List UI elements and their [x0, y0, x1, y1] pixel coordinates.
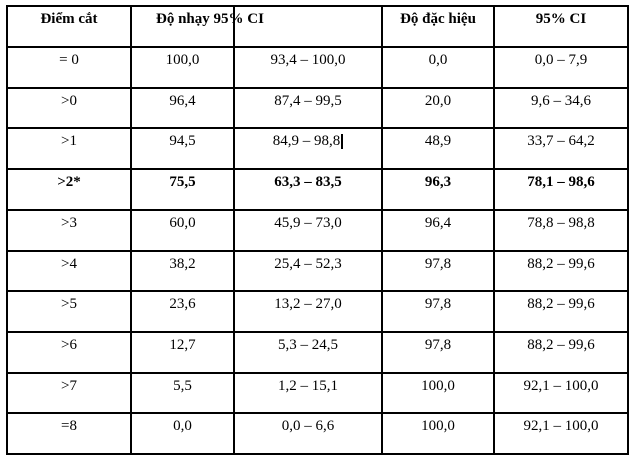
header-cell-ci[interactable]: 95% CI	[535, 11, 587, 27]
cell-specificity[interactable]: 48,9	[383, 129, 495, 169]
cell-sensitivity-ci[interactable]: 87,4 – 99,5	[235, 88, 383, 128]
cell-cutoff[interactable]: >0	[8, 88, 132, 128]
cell-sensitivity-ci[interactable]: 0,0 – 6,6	[235, 414, 383, 454]
sensitivity-ci-text: 1,2 – 15,1	[278, 377, 338, 394]
table-row: = 0 100,0 93,4 – 100,0 0,0 0,0 – 7,9	[8, 48, 627, 89]
cell-specificity-ci[interactable]: 78,8 – 98,8	[527, 214, 595, 231]
table-header-row: Điểm cắt Độ nhạy 95% CI Độ đặc hiệu 95% …	[8, 7, 627, 48]
sensitivity-ci-text: 45,9 – 73,0	[274, 214, 342, 231]
cell-cutoff[interactable]: >5	[8, 292, 132, 331]
cell-sensitivity-ci[interactable]: 13,2 – 27,0	[235, 292, 383, 331]
header-cell-empty[interactable]	[235, 7, 383, 46]
cell-specificity[interactable]: 97,8	[383, 292, 495, 331]
header-sensitivity-ci-label: Độ nhạy 95% CI	[156, 11, 264, 27]
cell-specificity-ci[interactable]: 78,1 – 98,6	[527, 174, 595, 191]
cell-specificity-ci[interactable]: 9,6 – 34,6	[531, 92, 591, 109]
cell-specificity-ci[interactable]: 88,2 – 99,6	[527, 336, 595, 353]
cell-sensitivity[interactable]: 75,5	[132, 170, 235, 209]
cell-sensitivity-ci[interactable]: 25,4 – 52,3	[235, 251, 383, 291]
cell-specificity[interactable]: 0,0	[383, 48, 495, 87]
diagnostic-cutoff-table: Điểm cắt Độ nhạy 95% CI Độ đặc hiệu 95% …	[6, 5, 629, 455]
cell-sensitivity-ci[interactable]: 84,9 – 98,8	[235, 129, 383, 169]
cell-specificity[interactable]: 97,8	[383, 332, 495, 372]
cell-sensitivity[interactable]: 12,7	[132, 332, 235, 372]
cell-sensitivity[interactable]: 100,0	[132, 48, 235, 87]
cell-specificity[interactable]: 100,0	[383, 373, 495, 413]
table-row: >6 12,7 5,3 – 24,5 97,8 88,2 – 99,6	[8, 332, 627, 374]
header-cell-cutoff[interactable]: Điểm cắt	[8, 7, 132, 46]
cell-specificity[interactable]: 97,8	[383, 251, 495, 291]
table-row: >4 38,2 25,4 – 52,3 97,8 88,2 – 99,6	[8, 251, 627, 293]
table-row: >0 96,4 87,4 – 99,5 20,0 9,6 – 34,6	[8, 88, 627, 130]
table-body: = 0 100,0 93,4 – 100,0 0,0 0,0 – 7,9 >0 …	[8, 48, 627, 454]
cell-specificity[interactable]: 96,3	[383, 170, 495, 209]
text-cursor	[341, 134, 344, 150]
cell-specificity[interactable]: 20,0	[383, 88, 495, 128]
header-cell-sensitivity-ci[interactable]: Độ nhạy 95% CI	[132, 7, 264, 46]
cell-specificity-ci[interactable]: 88,2 – 99,6	[527, 255, 595, 272]
cell-specificity[interactable]: 96,4	[383, 210, 495, 250]
cell-specificity[interactable]: 100,0	[383, 414, 495, 454]
table-row: >5 23,6 13,2 – 27,0 97,8 88,2 – 99,6	[8, 292, 627, 333]
cell-cutoff[interactable]: >1	[8, 129, 132, 169]
cell-sensitivity[interactable]: 23,6	[132, 292, 235, 331]
cell-sensitivity[interactable]: 0,0	[132, 414, 235, 454]
table-row: >1 94,5 84,9 – 98,8 48,9 33,7 – 64,2	[8, 129, 627, 171]
sensitivity-ci-text: 5,3 – 24,5	[278, 336, 338, 353]
cell-sensitivity[interactable]: 94,5	[132, 129, 235, 169]
sensitivity-ci-text: 84,9 – 98,8	[272, 133, 341, 150]
cell-specificity-ci[interactable]: 92,1 – 100,0	[523, 377, 599, 394]
table-row: >3 60,0 45,9 – 73,0 96,4 78,8 – 98,8	[8, 210, 627, 252]
cell-cutoff[interactable]: >6	[8, 332, 132, 372]
table-row: >2* 75,5 63,3 – 83,5 96,3 78,1 – 98,6	[8, 170, 627, 211]
table-row: >7 5,5 1,2 – 15,1 100,0 92,1 – 100,0	[8, 373, 627, 415]
sensitivity-ci-text: 87,4 – 99,5	[274, 92, 342, 109]
sensitivity-ci-text: 13,2 – 27,0	[274, 296, 342, 313]
cell-specificity-ci[interactable]: 88,2 – 99,6	[527, 296, 595, 313]
cell-cutoff[interactable]: = 0	[8, 48, 132, 87]
cell-cutoff[interactable]: >4	[8, 251, 132, 291]
cell-specificity-ci[interactable]: 33,7 – 64,2	[527, 133, 595, 150]
cell-sensitivity-ci[interactable]: 45,9 – 73,0	[235, 210, 383, 250]
cell-sensitivity[interactable]: 96,4	[132, 88, 235, 128]
cell-sensitivity[interactable]: 60,0	[132, 210, 235, 250]
cell-cutoff[interactable]: >2*	[8, 170, 132, 209]
cell-sensitivity-ci[interactable]: 63,3 – 83,5	[235, 170, 383, 209]
cell-sensitivity[interactable]: 5,5	[132, 373, 235, 413]
cell-sensitivity-ci[interactable]: 1,2 – 15,1	[235, 373, 383, 413]
sensitivity-ci-text: 25,4 – 52,3	[274, 255, 342, 272]
cell-cutoff[interactable]: =8	[8, 414, 132, 454]
sensitivity-ci-text: 93,4 – 100,0	[270, 52, 346, 68]
column-border-overlay	[233, 7, 235, 46]
sensitivity-ci-text: 0,0 – 6,6	[281, 418, 335, 435]
table-row: =8 0,0 0,0 – 6,6 100,0 92,1 – 100,0	[8, 414, 627, 454]
header-cell-specificity[interactable]: Độ đặc hiệu	[383, 7, 495, 46]
sensitivity-ci-text: 63,3 – 83,5	[274, 174, 342, 191]
cell-cutoff[interactable]: >7	[8, 373, 132, 413]
cell-sensitivity-ci[interactable]: 93,4 – 100,0	[235, 48, 383, 87]
cell-specificity-ci[interactable]: 92,1 – 100,0	[523, 418, 599, 435]
cell-cutoff[interactable]: >3	[8, 210, 132, 250]
cell-sensitivity[interactable]: 38,2	[132, 251, 235, 291]
cell-specificity-ci[interactable]: 0,0 – 7,9	[534, 52, 588, 68]
cell-sensitivity-ci[interactable]: 5,3 – 24,5	[235, 332, 383, 372]
